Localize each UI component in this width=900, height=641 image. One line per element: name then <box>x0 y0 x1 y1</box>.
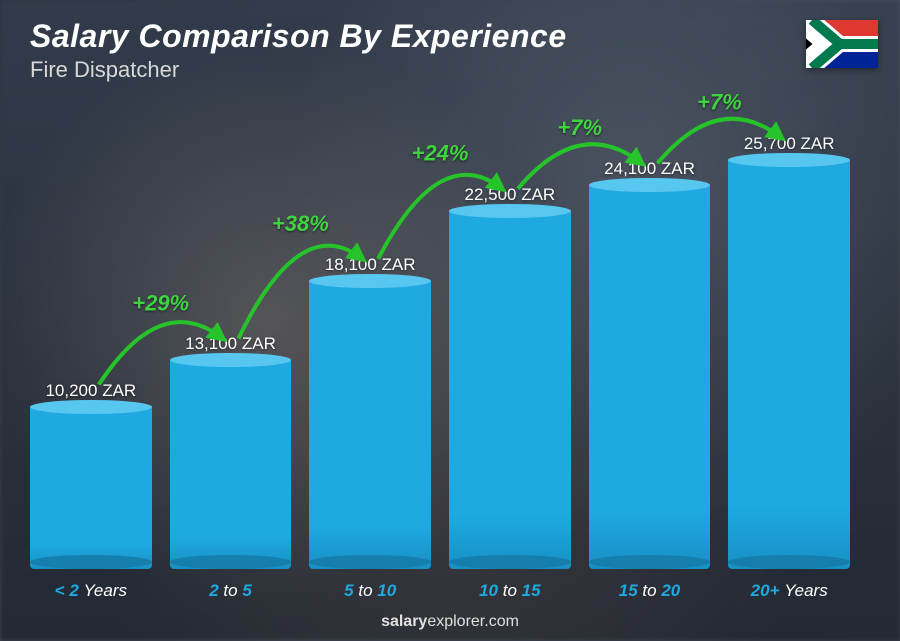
bar <box>30 407 152 569</box>
x-axis-labels: < 2 Years 2 to 5 5 to 10 10 to 15 15 to 20 20… <box>30 581 850 601</box>
bar-wrap: 13,100 ZAR <box>170 334 292 569</box>
bar-value-label: 22,500 ZAR <box>464 185 555 205</box>
x-label: 10 to 15 <box>449 581 571 601</box>
bar-value-label: 18,100 ZAR <box>325 255 416 275</box>
chart-subtitle: Fire Dispatcher <box>30 57 567 83</box>
bar-top-ellipse <box>309 274 431 288</box>
footer-bold: salary <box>381 613 427 630</box>
bar-front <box>30 407 152 569</box>
bar-value-label: 10,200 ZAR <box>45 381 136 401</box>
bar-wrap: 18,100 ZAR <box>309 255 431 569</box>
bar-bottom-ellipse <box>309 555 431 569</box>
bar-top-ellipse <box>728 153 850 167</box>
bar-value-label: 24,100 ZAR <box>604 159 695 179</box>
bar-bottom-ellipse <box>170 555 292 569</box>
x-label: 20+ Years <box>728 581 850 601</box>
bar-value-label: 25,700 ZAR <box>744 134 835 154</box>
bar-front <box>170 360 292 569</box>
bar <box>589 185 711 569</box>
bar <box>728 160 850 569</box>
bar <box>309 281 431 569</box>
flag-south-africa <box>806 20 878 68</box>
bar-wrap: 10,200 ZAR <box>30 381 152 569</box>
bar-front <box>449 211 571 569</box>
bar-bottom-ellipse <box>589 555 711 569</box>
footer-rest: explorer.com <box>427 613 519 630</box>
x-label: 2 to 5 <box>170 581 292 601</box>
bar-chart: 10,200 ZAR 13,100 ZAR 18,100 ZAR 22,500 ZAR… <box>30 99 850 569</box>
bar-front <box>309 281 431 569</box>
bar-front <box>589 185 711 569</box>
bar-top-ellipse <box>449 204 571 218</box>
bar-front <box>728 160 850 569</box>
bar-top-ellipse <box>30 400 152 414</box>
x-label: < 2 Years <box>30 581 152 601</box>
bar-wrap: 25,700 ZAR <box>728 134 850 569</box>
bar-value-label: 13,100 ZAR <box>185 334 276 354</box>
footer-brand: salaryexplorer.com <box>0 613 900 631</box>
chart-title: Salary Comparison By Experience <box>30 18 567 55</box>
header: Salary Comparison By Experience Fire Dis… <box>30 18 567 83</box>
bar <box>449 211 571 569</box>
x-label: 5 to 10 <box>309 581 431 601</box>
x-label: 15 to 20 <box>589 581 711 601</box>
bar-bottom-ellipse <box>449 555 571 569</box>
bar <box>170 360 292 569</box>
bar-bottom-ellipse <box>728 555 850 569</box>
bar-wrap: 24,100 ZAR <box>589 159 711 569</box>
bar-bottom-ellipse <box>30 555 152 569</box>
bar-wrap: 22,500 ZAR <box>449 185 571 569</box>
